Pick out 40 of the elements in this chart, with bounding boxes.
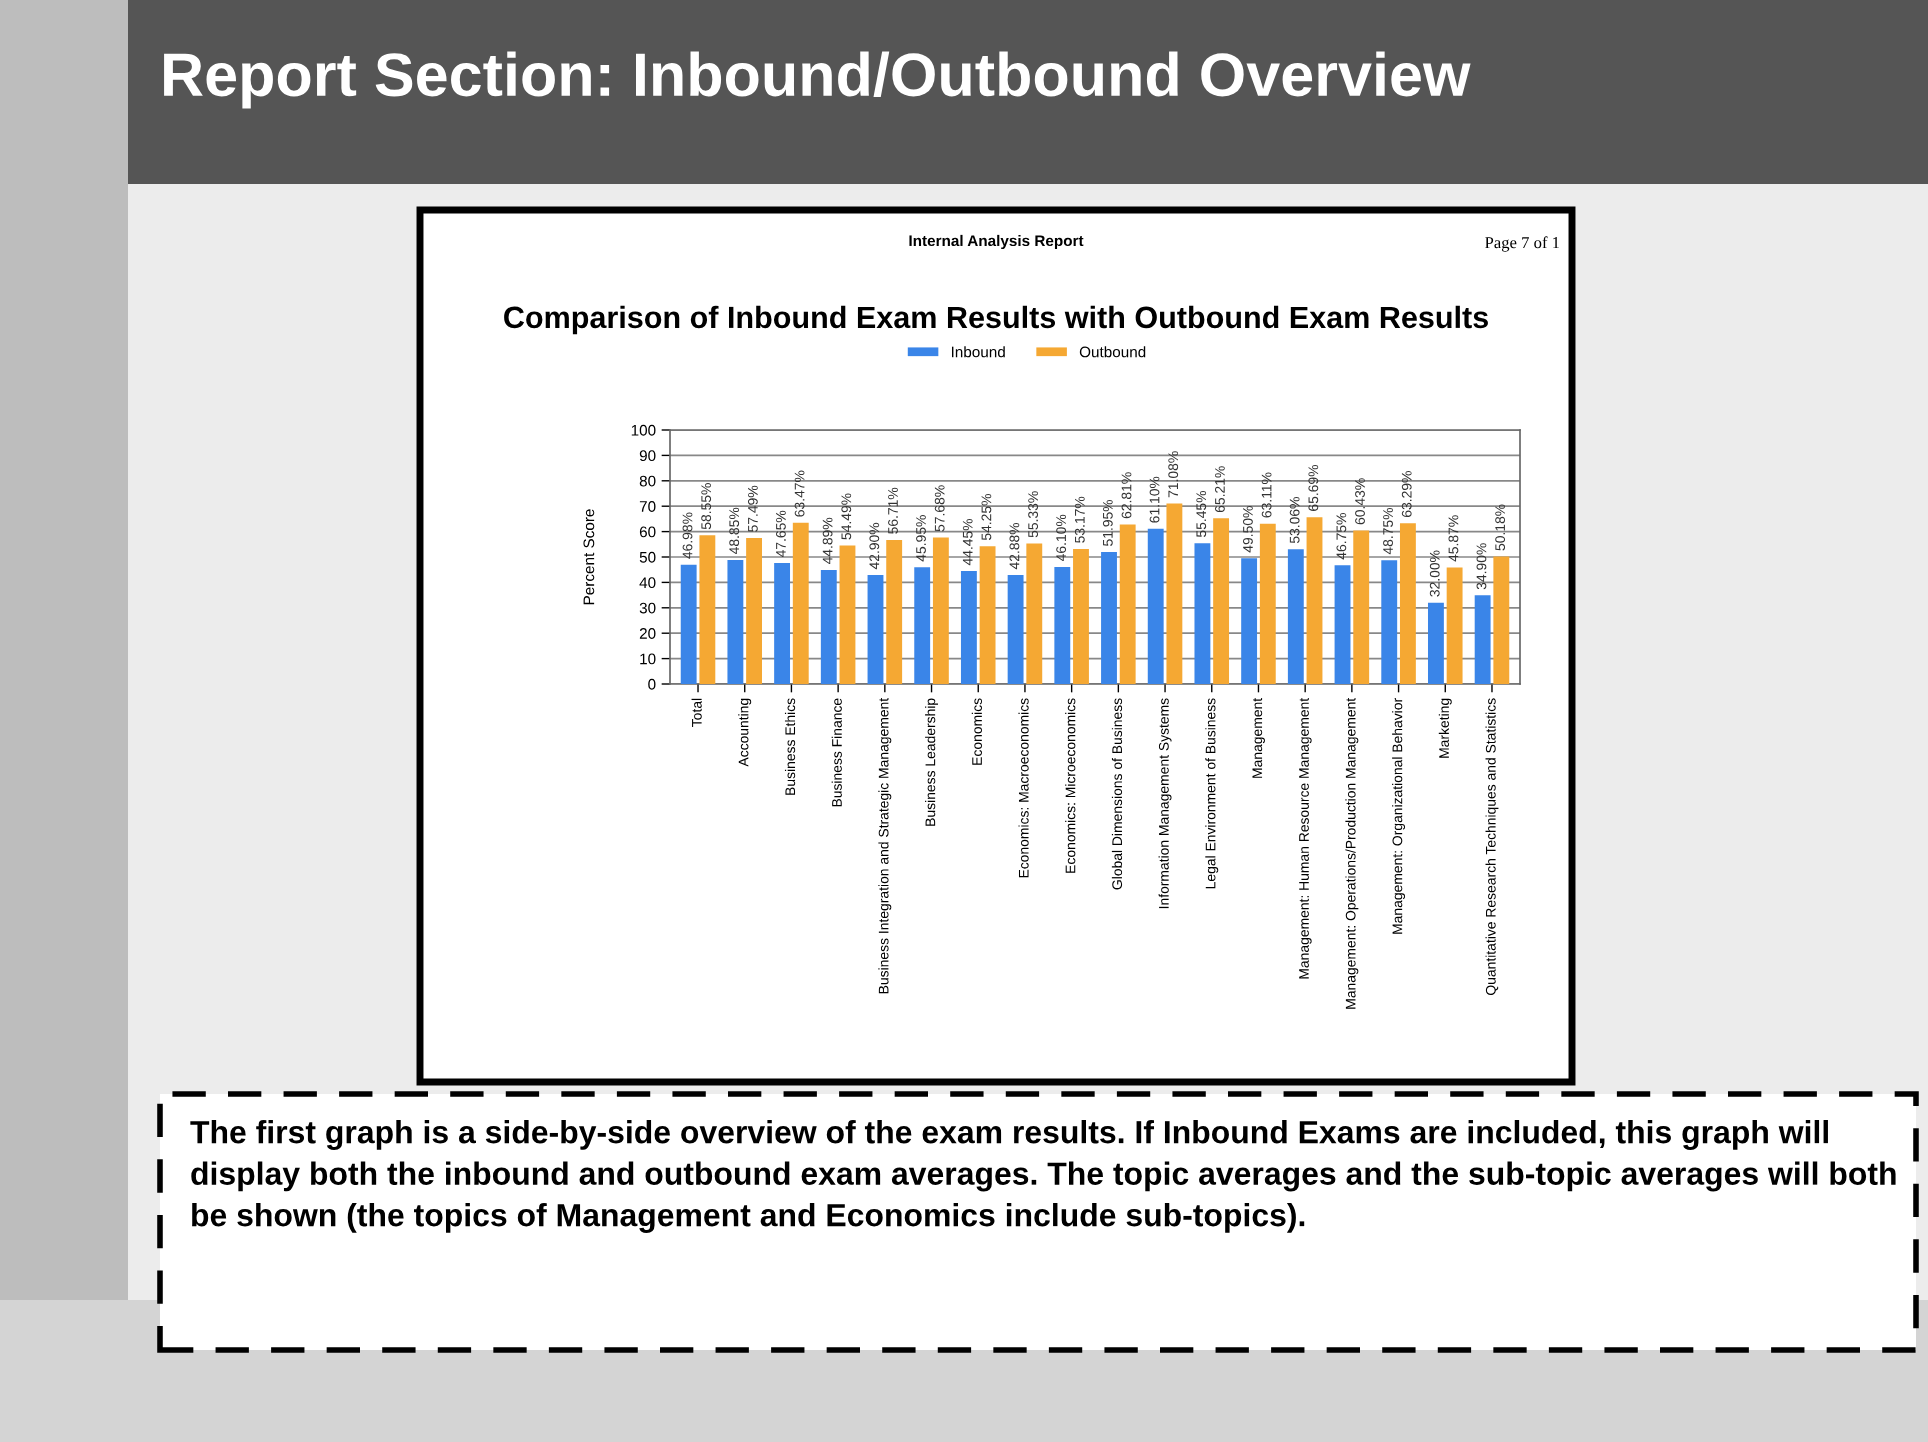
bar [1399, 523, 1416, 684]
bar [1474, 595, 1491, 684]
bar [1119, 524, 1136, 684]
bar [792, 522, 809, 684]
bar [867, 575, 884, 684]
bar [774, 562, 791, 684]
bar [1026, 543, 1043, 684]
bar [1334, 565, 1351, 684]
text: Page 7 of 1 [1485, 236, 1559, 252]
bar [1306, 517, 1323, 684]
bar [1054, 566, 1071, 684]
bar [839, 545, 856, 684]
bar [960, 571, 977, 684]
bar [914, 567, 931, 684]
chart-title: Comparison of Inbound Exam Results with Outbound Exam Results [504, 305, 1488, 335]
bar [1381, 560, 1398, 684]
bar [746, 537, 763, 684]
bar [1213, 518, 1230, 684]
text: Report Section: Inbound/Outbound Overview [164, 51, 1471, 109]
bar [699, 535, 716, 684]
bar [979, 546, 996, 684]
bar [1287, 549, 1304, 684]
bar [1007, 575, 1024, 684]
bar [932, 537, 949, 684]
bar [1427, 602, 1444, 684]
bar [727, 559, 744, 684]
bar [1259, 523, 1276, 684]
bar [1073, 548, 1089, 684]
bar [1493, 556, 1510, 684]
bar [1194, 543, 1211, 684]
text: The first graph is a side-by-side overview of the exam results. If Inbound Exams are included, this graph will display both the inbound and outbound exam averages. The topic averages and the sub-topic averages will both be shown (the topics of Management and Economics include sub-topics). [190, 1120, 1896, 1233]
bar [680, 564, 697, 684]
bar [1446, 567, 1463, 684]
bar [886, 539, 903, 684]
bar [1147, 528, 1164, 684]
bar [1166, 503, 1183, 684]
bar [1241, 558, 1258, 684]
bar [1101, 552, 1117, 684]
bar [1353, 530, 1370, 684]
bar [820, 569, 837, 684]
